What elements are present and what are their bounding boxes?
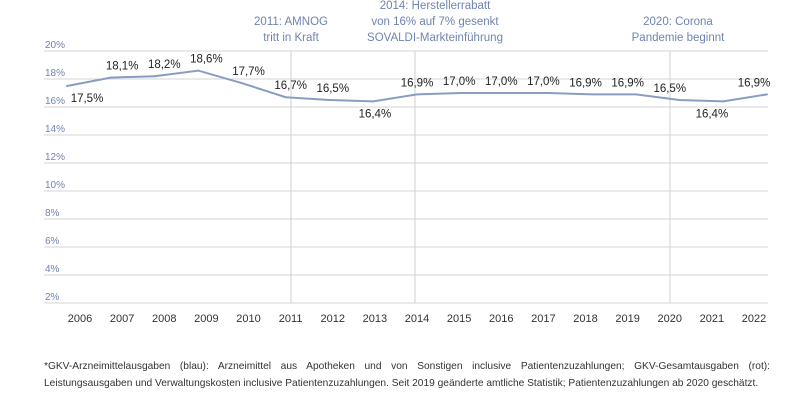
x-tick-label: 2014 bbox=[405, 313, 429, 325]
x-tick-label: 2007 bbox=[110, 313, 134, 325]
x-tick-label: 2009 bbox=[194, 313, 218, 325]
x-tick-label: 2017 bbox=[531, 313, 555, 325]
data-point bbox=[766, 93, 768, 96]
data-label: 17,5% bbox=[71, 93, 104, 105]
x-tick-label: 2015 bbox=[447, 313, 471, 325]
data-label: 17,0% bbox=[443, 76, 476, 88]
x-tick-label: 2021 bbox=[700, 313, 724, 325]
data-label: 18,1% bbox=[106, 61, 139, 73]
data-point bbox=[547, 92, 550, 94]
footnote: *GKV-Arzneimittelausgaben (blau): Arznei… bbox=[44, 361, 770, 389]
data-point bbox=[109, 76, 112, 79]
data-point bbox=[634, 93, 637, 96]
data-point bbox=[66, 85, 68, 87]
annotation-text: Pandemie beginnt bbox=[632, 32, 726, 44]
data-point bbox=[591, 93, 593, 96]
x-tick-label: 2018 bbox=[573, 313, 597, 325]
annotation-text: von 16% auf 7% gesenkt bbox=[371, 16, 499, 28]
data-label: 17,0% bbox=[527, 76, 560, 88]
data-label: 17,0% bbox=[485, 76, 518, 88]
data-label: 18,2% bbox=[148, 59, 181, 71]
data-point bbox=[372, 100, 375, 103]
data-label: 16,9% bbox=[611, 77, 644, 89]
x-tick-label: 2016 bbox=[489, 313, 513, 325]
y-tick-label: 8% bbox=[45, 208, 60, 219]
y-tick-label: 18% bbox=[45, 68, 65, 79]
y-tick-label: 10% bbox=[45, 180, 65, 191]
annotation-text: 2014: Herstellerrabatt bbox=[380, 0, 491, 12]
annotation-text: SOVALDI-Markteinführung bbox=[367, 32, 503, 44]
data-point bbox=[722, 100, 725, 103]
data-label: 16,9% bbox=[401, 77, 434, 89]
y-tick-label: 12% bbox=[45, 152, 65, 163]
y-tick-label: 2% bbox=[45, 292, 60, 303]
data-point bbox=[678, 99, 681, 101]
annotation-text: tritt in Kraft bbox=[263, 32, 319, 44]
x-tick-label: 2019 bbox=[615, 313, 639, 325]
data-point bbox=[197, 69, 200, 72]
data-point bbox=[284, 96, 287, 99]
data-label: 16,9% bbox=[569, 77, 602, 89]
data-label: 16,4% bbox=[359, 108, 392, 120]
data-point bbox=[241, 82, 243, 85]
x-tick-label: 2022 bbox=[742, 313, 766, 325]
y-tick-label: 4% bbox=[45, 264, 60, 275]
x-tick-label: 2013 bbox=[363, 313, 387, 325]
data-point bbox=[416, 93, 418, 96]
data-label: 16,5% bbox=[316, 83, 349, 95]
x-tick-label: 2010 bbox=[236, 313, 260, 325]
annotation-text: 2011: AMNOG bbox=[254, 16, 328, 28]
data-label: 16,5% bbox=[653, 83, 686, 95]
x-tick-label: 2006 bbox=[68, 313, 92, 325]
data-label: 16,7% bbox=[274, 80, 307, 92]
line-chart: 2% 4% 6% 8% 10% 12% 14% 16% 18% 20% 2011: AMNOG tri… bbox=[44, 0, 771, 325]
data-label: 17,7% bbox=[232, 66, 265, 78]
y-tick-label: 16% bbox=[45, 96, 65, 107]
x-tick-label: 2012 bbox=[321, 313, 345, 325]
data-label: 18,6% bbox=[190, 54, 223, 66]
data-point bbox=[328, 99, 331, 101]
data-label: 16,9% bbox=[738, 77, 771, 89]
data-label: 16,4% bbox=[696, 108, 729, 120]
y-tick-label: 14% bbox=[45, 124, 65, 135]
annotation-text: 2020: Corona bbox=[643, 16, 713, 28]
data-point bbox=[153, 75, 156, 78]
data-point bbox=[459, 92, 462, 94]
x-tick-label: 2011 bbox=[279, 313, 303, 325]
data-point bbox=[503, 92, 506, 94]
x-tick-label: 2008 bbox=[152, 313, 176, 325]
y-tick-label: 20% bbox=[45, 40, 65, 51]
x-tick-label: 2020 bbox=[658, 313, 682, 325]
y-tick-label: 6% bbox=[45, 236, 60, 247]
